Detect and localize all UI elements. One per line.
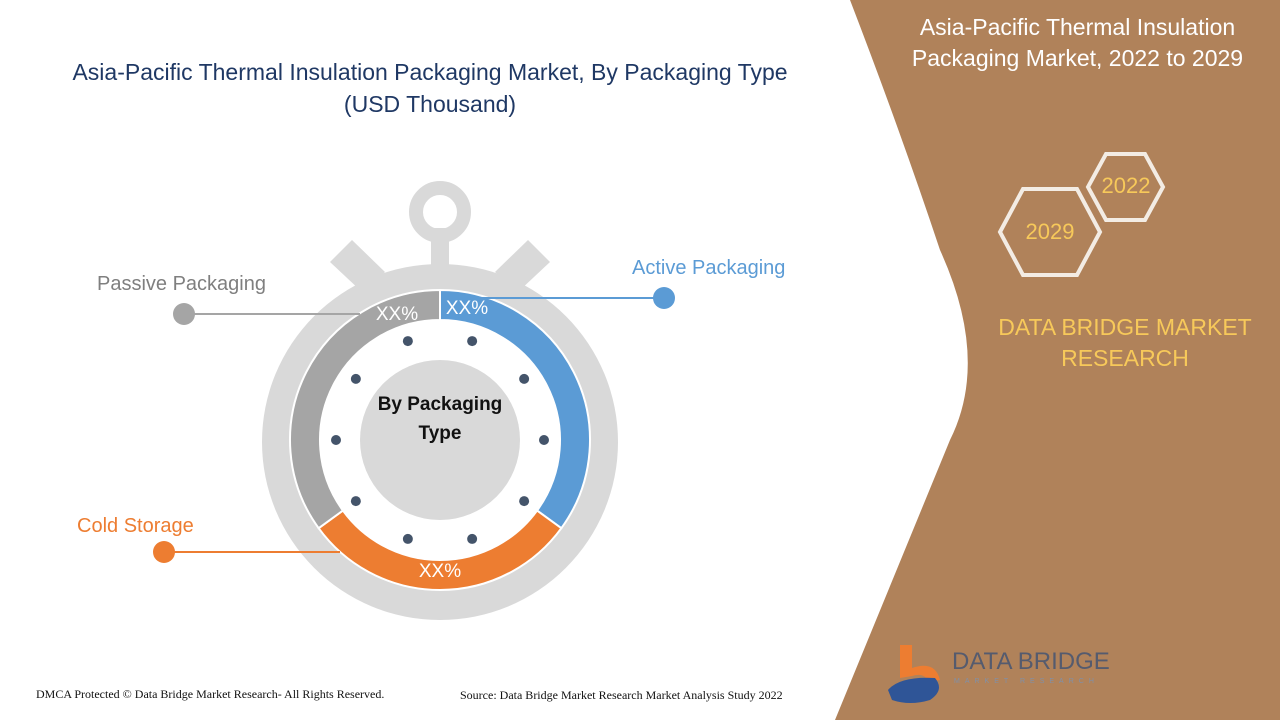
hexagon-2022-icon — [1085, 152, 1166, 222]
dial-dot — [467, 336, 478, 347]
dial-dot — [539, 435, 549, 445]
dial-dot — [402, 336, 413, 347]
dial-dot — [350, 373, 361, 384]
side-panel-title: Asia-Pacific Thermal Insulation Packagin… — [911, 14, 1244, 71]
logo-name: DATA BRIDGE — [952, 648, 1110, 675]
chart-title: Asia-Pacific Thermal Insulation Packagin… — [72, 59, 788, 117]
legend-active-packaging: Active Packaging — [632, 257, 786, 279]
dial-dot — [402, 533, 413, 544]
source-text: Source: Data Bridge Market Research Mark… — [460, 688, 783, 702]
arc-passive-packaging — [289, 288, 441, 530]
dial-dot — [331, 435, 341, 445]
side-panel — [835, 0, 1280, 720]
center-label: By Packaging Type — [377, 394, 503, 444]
hexagon-2029-icon — [997, 187, 1103, 277]
dial-dot — [467, 533, 478, 544]
dial-dot — [350, 496, 361, 507]
year-2029: 2029 — [1025, 219, 1075, 244]
marker-active — [653, 287, 675, 309]
marker-passive — [173, 303, 195, 325]
data-label-cold: XX% — [418, 561, 462, 582]
data-label-passive: XX% — [375, 304, 419, 325]
legend-cold-storage: Cold Storage — [77, 515, 194, 537]
copyright-text: DMCA Protected © Data Bridge Market Rese… — [36, 687, 385, 701]
data-bridge-logo-icon — [888, 645, 940, 703]
dial-center — [360, 360, 520, 520]
legend-passive-packaging: Passive Packaging — [97, 273, 266, 295]
brand-name: DATA BRIDGE MARKET RESEARCH — [998, 314, 1252, 371]
dial-dot — [519, 373, 530, 384]
year-2022: 2022 — [1101, 173, 1151, 198]
marker-cold — [153, 541, 175, 563]
logo-subtitle: MARKET RESEARCH — [954, 678, 1099, 685]
data-label-active: XX% — [445, 298, 489, 319]
dial-dot — [519, 496, 530, 507]
